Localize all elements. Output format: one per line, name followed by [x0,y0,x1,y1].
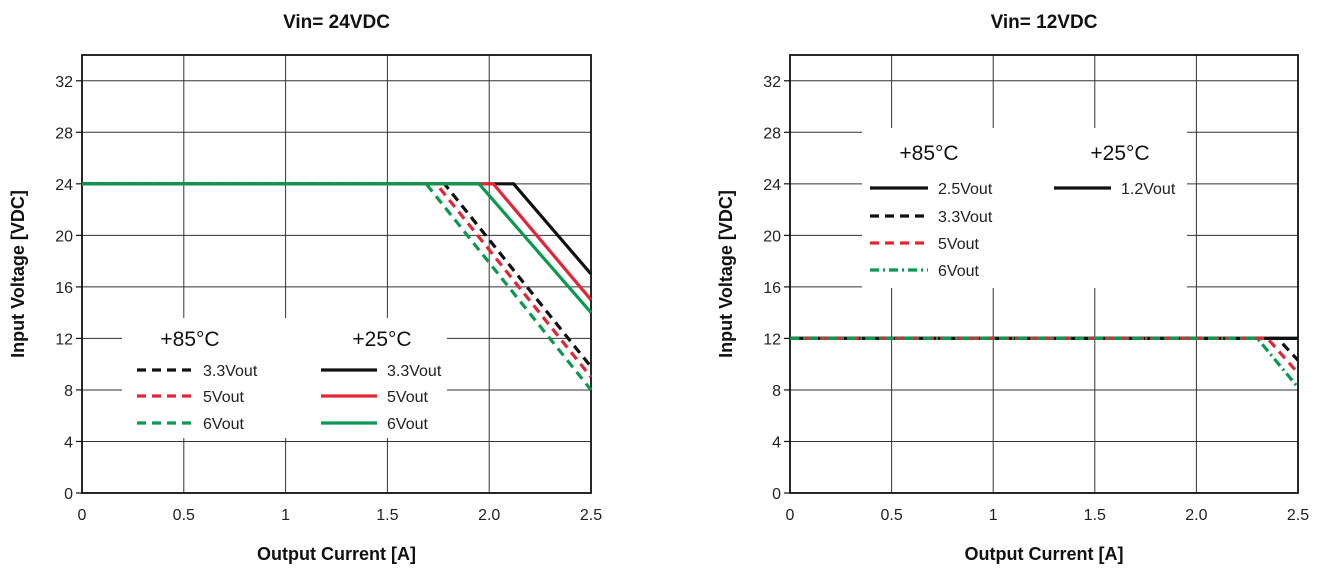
series-line [82,182,593,314]
y-tick-label: 0 [64,486,73,503]
y-tick-label: 16 [763,280,781,297]
series-line [790,336,1300,389]
x-tick-label: 2.0 [1185,507,1207,524]
y-tick-label: 20 [55,228,73,245]
legend-heading: +85°C [899,142,958,165]
series-line [82,182,593,276]
x-tick-label: 1 [281,507,290,524]
chart-title: Vin= 12VDC [991,12,1098,33]
x-axis-label: Output Current [A] [257,544,416,564]
y-tick-label: 16 [55,280,73,297]
y-tick-label: 24 [55,177,73,194]
legend-entry-label: 3.3Vout [938,209,993,226]
legend-entry-label: 2.5Vout [938,181,993,198]
y-tick-label: 8 [64,383,73,400]
x-tick-label: 0 [78,507,87,524]
y-tick-label: 32 [55,74,73,91]
x-tick-label: 0 [786,507,795,524]
legend-entry-label: 1.2Vout [1121,181,1176,198]
legend-entry-label: 3.3Vout [203,363,258,380]
legend-heading: +85°C [160,328,219,351]
legend-entry-label: 5Vout [938,236,979,253]
x-tick-label: 1.5 [376,507,398,524]
y-tick-label: 4 [64,434,73,451]
chart-title: Vin= 24VDC [283,12,390,33]
y-tick-label: 24 [763,177,781,194]
y-tick-label: 0 [772,486,781,503]
chart-vin-12vdc: Vin= 12VDC 0 0.5 1 1.5 2.0 2.5 0 4 8 12 16 20 24 28 32 O… [716,12,1309,564]
y-axis-label: Input Voltage [VDC] [716,190,736,358]
y-tick-label: 4 [772,434,781,451]
x-tick-label: 1 [989,507,998,524]
legend-entry-label: 6Vout [203,416,244,433]
legend-entry-label: 6Vout [938,263,979,280]
series-line [790,336,1300,375]
y-tick-label: 12 [763,331,781,348]
y-tick-label: 12 [55,331,73,348]
legend-heading: +25°C [1090,142,1149,165]
y-tick-label: 32 [763,74,781,91]
x-tick-label: 2.5 [580,507,602,524]
x-tick-label: 1.5 [1084,507,1106,524]
legend-box [122,318,447,438]
legend-entry-label: 6Vout [387,416,428,433]
y-tick-label: 20 [763,228,781,245]
legend-entry-label: 5Vout [203,389,244,406]
legend-entry-label: 3.3Vout [387,363,442,380]
y-axis-label: Input Voltage [VDC] [8,190,28,358]
x-tick-label: 0.5 [880,507,902,524]
legend-box [862,128,1187,288]
x-axis-label: Output Current [A] [965,544,1124,564]
legend-heading: +25°C [352,328,411,351]
plot-frame [789,54,1299,494]
chart-vin-24vdc: Vin= 24VDC 0 0.5 1 1.5 2.0 2.5 0 4 8 12 16 20 24 28 32 O… [8,12,602,564]
x-tick-label: 0.5 [173,507,195,524]
x-tick-label: 2.5 [1287,507,1309,524]
legend-entry-label: 5Vout [387,389,428,406]
y-tick-label: 28 [55,125,73,142]
y-tick-label: 8 [772,383,781,400]
series-line [790,336,1300,362]
y-tick-label: 28 [763,125,781,142]
x-tick-label: 2.0 [478,507,500,524]
